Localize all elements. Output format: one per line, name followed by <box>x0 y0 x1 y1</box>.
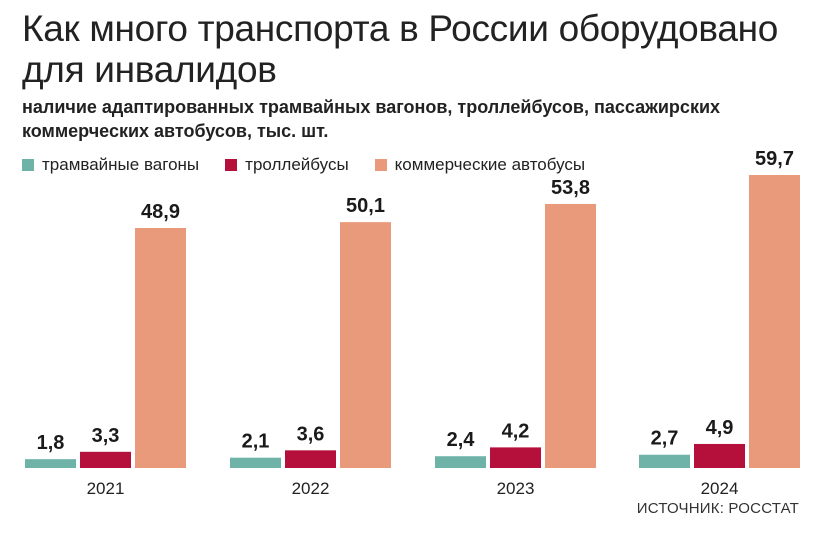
bar-trolleybus-2023 <box>490 447 541 468</box>
data-label-trolleybus-2023: 4,2 <box>502 420 530 442</box>
bar-tram-2022 <box>230 457 281 468</box>
bar-tram-2023 <box>435 456 486 468</box>
legend-swatch-trolleybus <box>225 159 238 171</box>
bar-trolleybus-2021 <box>80 451 131 468</box>
bar-bus-2024 <box>749 175 800 468</box>
data-label-tram-2024: 2,7 <box>651 428 679 450</box>
legend-swatch-bus <box>374 159 387 171</box>
x-tick-label-2023: 2023 <box>497 479 535 498</box>
bar-bus-2023 <box>545 203 596 468</box>
legend-item-trolleybus: троллейбусы <box>225 155 349 175</box>
legend-swatch-tram <box>22 159 34 171</box>
data-label-tram-2023: 2,4 <box>447 429 476 451</box>
bar-trolleybus-2024 <box>694 443 745 468</box>
x-tick-label-2022: 2022 <box>292 479 330 498</box>
data-label-tram-2021: 1,8 <box>37 432 65 454</box>
legend-item-tram: трамвайные вагоны <box>22 155 199 175</box>
bar-trolleybus-2022 <box>285 450 336 468</box>
bar-bus-2022 <box>340 222 391 468</box>
source-note: ИСТОЧНИК: РОССТАТ <box>636 500 799 517</box>
bar-tram-2024 <box>639 454 690 468</box>
bar-bus-2021 <box>135 228 186 468</box>
legend-label-bus: коммерческие автобусы <box>394 155 586 174</box>
x-tick-label-2021: 2021 <box>87 479 125 498</box>
data-label-bus-2023: 53,8 <box>551 177 590 199</box>
legend-label-tram: трамвайные вагоны <box>42 155 200 174</box>
data-label-tram-2022: 2,1 <box>242 431 270 453</box>
chart-subtitle: наличие адаптированных трамвайных вагоно… <box>22 97 721 141</box>
chart-title: Как много транспорта в России оборудован… <box>22 8 779 90</box>
legend-label-trolleybus: троллейбусы <box>245 155 349 174</box>
data-label-trolleybus-2024: 4,9 <box>706 417 734 439</box>
data-label-bus-2021: 48,9 <box>141 201 180 223</box>
bar-tram-2021 <box>25 459 76 468</box>
data-label-trolleybus-2021: 3,3 <box>92 425 120 447</box>
data-label-trolleybus-2022: 3,6 <box>297 423 325 445</box>
legend-item-bus: коммерческие автобусы <box>374 155 586 175</box>
x-tick-label-2024: 2024 <box>701 479 739 498</box>
data-label-bus-2024: 59,7 <box>755 148 794 170</box>
data-label-bus-2022: 50,1 <box>346 195 385 217</box>
legend: трамвайные вагоны троллейбусы коммерческ… <box>22 152 611 178</box>
